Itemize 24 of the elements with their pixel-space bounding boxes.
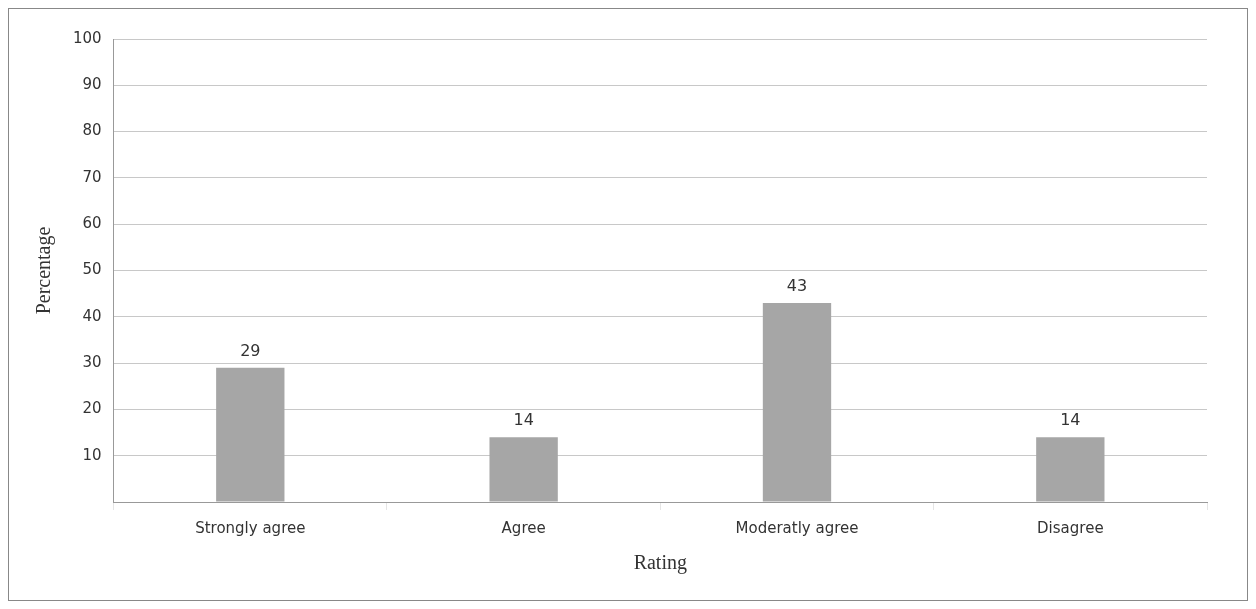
- y-tick-label: 80: [82, 121, 102, 140]
- y-tick-label: 10: [82, 445, 102, 464]
- y-tick-label: 60: [82, 214, 102, 233]
- bar: [762, 302, 832, 502]
- data-label: 43: [786, 276, 808, 296]
- y-tick-label: 40: [82, 306, 102, 325]
- x-tick-label: Strongly agree: [195, 518, 306, 537]
- y-tick-label: 20: [82, 399, 102, 418]
- bar: [489, 437, 558, 502]
- bar: [216, 367, 285, 502]
- y-tick-label: 70: [82, 167, 102, 186]
- data-label: 14: [513, 410, 534, 430]
- bar: [1036, 437, 1105, 502]
- x-tick-label: Disagree: [1037, 518, 1104, 537]
- y-tick-label: 90: [82, 75, 102, 94]
- x-tick-label: Agree: [501, 518, 546, 537]
- data-label: 29: [240, 340, 261, 360]
- data-label: 14: [1060, 410, 1081, 430]
- y-tick-label: 50: [82, 260, 102, 279]
- y-axis-title: Percentage: [32, 226, 56, 315]
- x-tick-label: Moderatly agree: [735, 518, 859, 537]
- x-axis-title: Rating: [633, 551, 687, 575]
- y-tick-label: 100: [72, 28, 102, 47]
- y-tick-label: 30: [82, 352, 102, 371]
